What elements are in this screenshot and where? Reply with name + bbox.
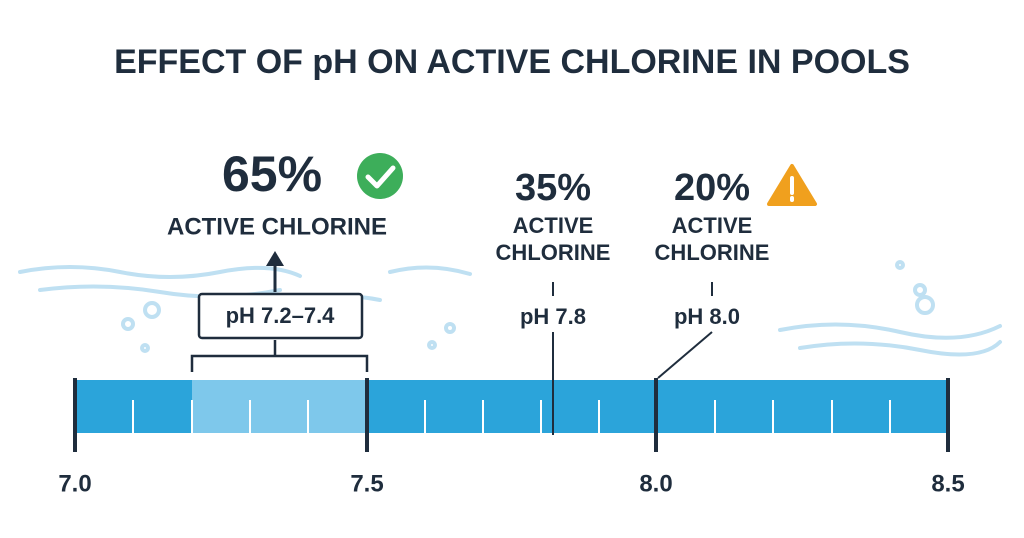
arrow-head: [266, 251, 284, 266]
label: ACTIVE: [672, 213, 753, 238]
label: ACTIVE: [513, 213, 594, 238]
minor-ticks: [132, 400, 891, 433]
check-icon: [357, 153, 403, 199]
label: CHLORINE: [496, 240, 611, 265]
bracket: [190, 340, 369, 372]
scale-label: 8.5: [931, 470, 964, 497]
percent: 35%: [515, 167, 591, 209]
percent: 20%: [674, 167, 750, 209]
scale-label: 7.0: [58, 470, 91, 497]
label: ACTIVE CHLORINE: [167, 213, 387, 240]
label: CHLORINE: [655, 240, 770, 265]
ph-range: pH 7.2–7.4: [226, 303, 336, 328]
check-mark: [365, 165, 396, 189]
ph-value: pH 7.8: [520, 304, 586, 329]
optimal-range: [192, 380, 367, 433]
ph-value: pH 8.0: [674, 304, 740, 329]
range-box: [197, 292, 364, 340]
scale-label: 7.5: [350, 470, 383, 497]
waves: [18, 260, 1002, 357]
title: EFFECT OF pH ON ACTIVE CHLORINE IN POOLS: [114, 43, 910, 81]
major-ticks: [73, 378, 950, 452]
percent: 65%: [222, 146, 322, 202]
pointer: [657, 331, 713, 379]
scale-label: 8.0: [639, 470, 672, 497]
